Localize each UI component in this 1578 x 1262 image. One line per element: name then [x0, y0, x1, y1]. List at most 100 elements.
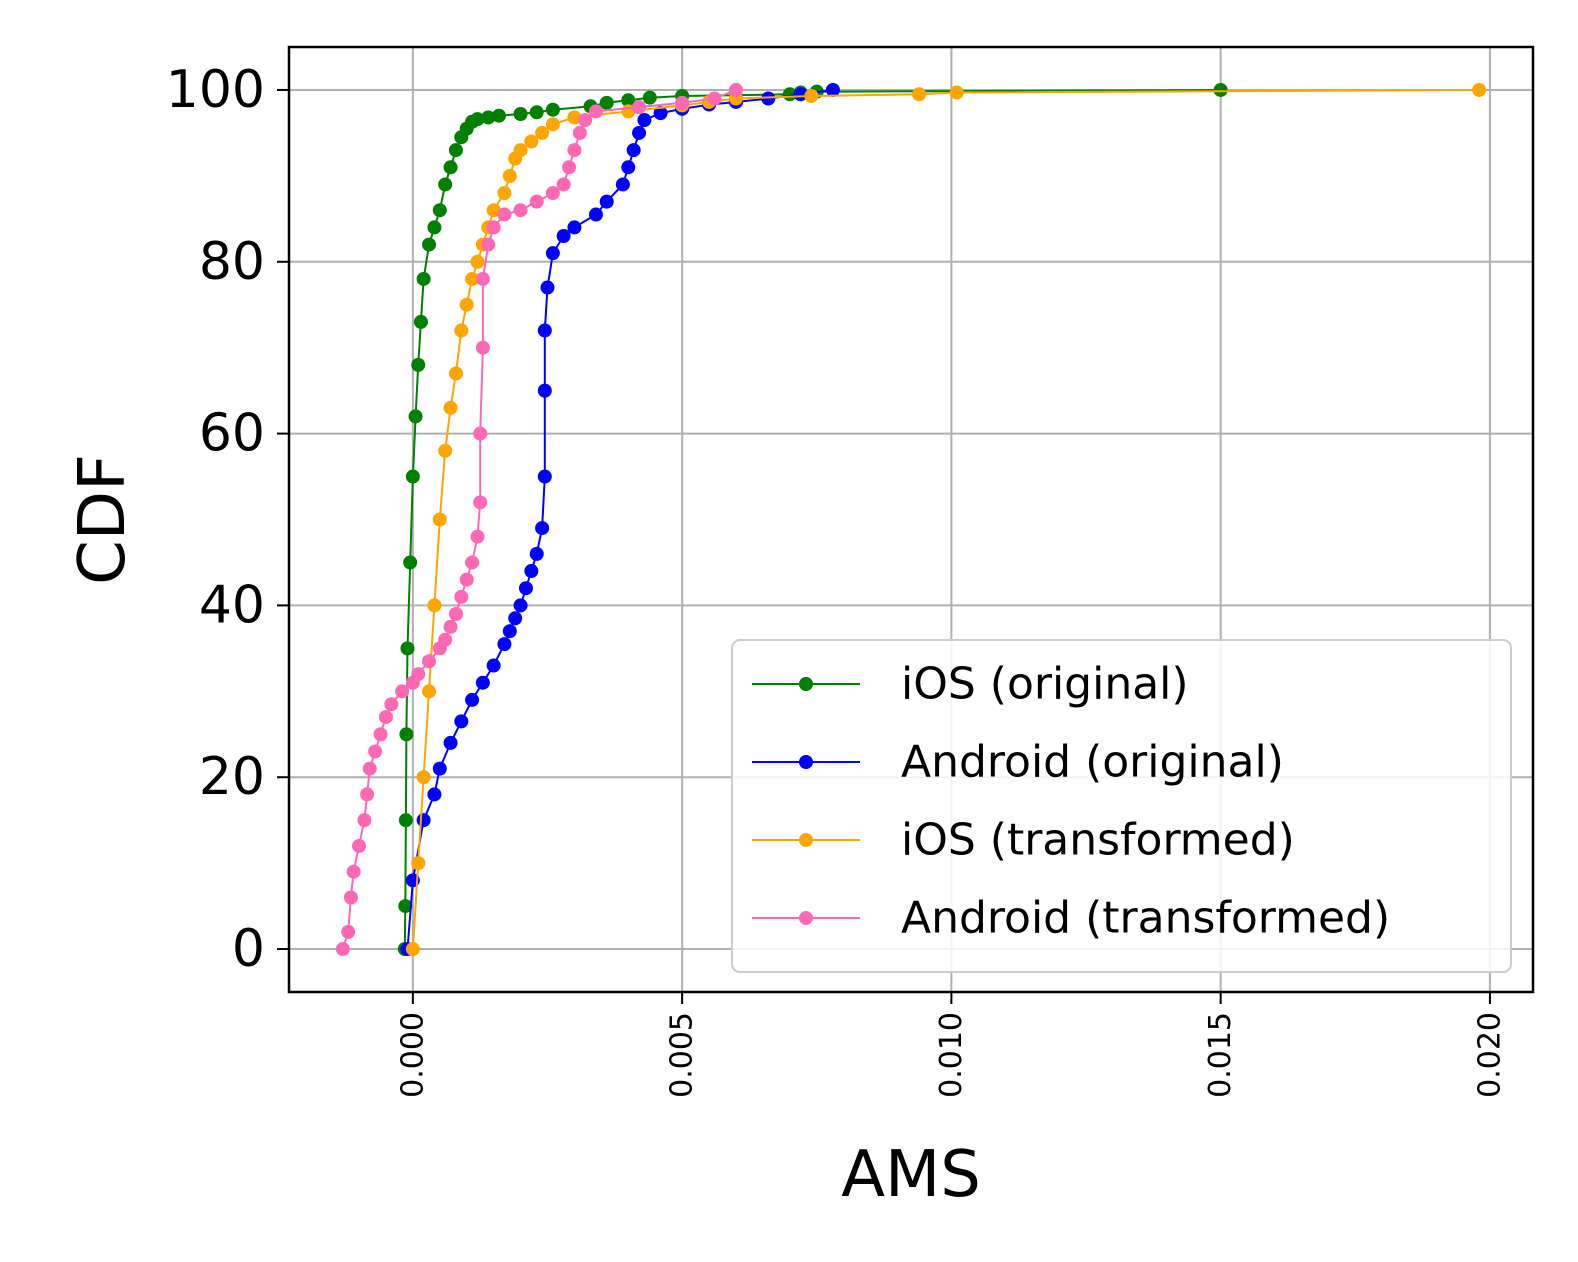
data-point [384, 697, 399, 712]
data-point [540, 280, 555, 295]
data-point [416, 770, 431, 785]
data-point [621, 93, 636, 108]
legend-item: iOS (transformed) [752, 815, 1295, 866]
data-point [632, 100, 647, 115]
data-point [599, 95, 614, 110]
data-point [825, 82, 840, 97]
data-point [473, 495, 488, 510]
data-point [1472, 82, 1487, 97]
legend-label: Android (transformed) [901, 893, 1390, 944]
series-2 [405, 82, 1487, 957]
data-point [637, 113, 652, 128]
data-point [368, 744, 383, 759]
data-point [403, 555, 418, 570]
data-point [411, 856, 426, 871]
legend-item: iOS (original) [752, 659, 1189, 710]
x-tick-label: 0.015 [1203, 1012, 1238, 1098]
data-point [475, 675, 490, 690]
data-point [470, 254, 485, 269]
data-point [642, 90, 657, 105]
data-point [413, 314, 428, 329]
x-tick-label: 0.020 [1472, 1012, 1507, 1098]
data-point [432, 761, 447, 776]
data-point [486, 203, 501, 218]
x-tick-label: 0.000 [395, 1012, 430, 1098]
data-point [556, 229, 571, 243]
data-point [443, 735, 458, 750]
data-point [537, 323, 552, 338]
data-point [335, 942, 350, 957]
data-point [567, 220, 582, 235]
data-point [470, 529, 485, 544]
y-tick-label: 40 [199, 575, 265, 635]
legend-label: iOS (original) [901, 659, 1189, 710]
data-point [502, 168, 517, 183]
data-point [405, 942, 420, 957]
data-point [427, 598, 442, 613]
y-tick-label: 100 [166, 60, 265, 120]
data-point [497, 186, 512, 201]
data-point [728, 82, 743, 97]
data-point [408, 409, 423, 424]
data-point [513, 107, 528, 122]
legend-marker [799, 911, 813, 925]
legend-label: Android (original) [901, 737, 1284, 788]
data-point [572, 125, 587, 140]
data-point [524, 564, 539, 579]
data-point [399, 727, 414, 742]
data-point [588, 207, 603, 222]
data-point [443, 160, 458, 175]
data-point [567, 110, 582, 125]
data-point [438, 632, 453, 647]
data-point [529, 546, 544, 561]
x-axis-ticks: 0.000 0.005 0.010 0.015 0.020 [395, 992, 1507, 1098]
data-point [459, 572, 474, 587]
series-layer [335, 82, 1487, 957]
data-point [621, 160, 636, 175]
legend-marker [799, 833, 813, 847]
data-point [497, 637, 512, 652]
data-point [398, 813, 413, 828]
legend-box [731, 639, 1512, 973]
data-point [486, 658, 501, 673]
y-tick-label: 80 [199, 232, 265, 292]
data-point [562, 160, 577, 175]
legend-item: Android (transformed) [752, 893, 1390, 944]
data-point [588, 104, 603, 119]
data-point [346, 864, 361, 879]
data-point [567, 143, 582, 158]
data-point [470, 112, 485, 127]
data-point [443, 400, 458, 415]
data-point [632, 125, 647, 140]
data-point [465, 555, 480, 570]
data-point [761, 91, 776, 106]
data-point [481, 237, 496, 252]
data-point [804, 88, 819, 103]
x-axis-title: AMS [841, 1138, 981, 1212]
data-point [537, 469, 552, 484]
data-point [427, 220, 442, 235]
data-point [545, 186, 560, 201]
data-point [949, 85, 964, 100]
data-point [395, 684, 410, 699]
data-point [481, 110, 496, 125]
data-point [448, 143, 463, 158]
series-0 [397, 82, 1228, 957]
x-tick-label: 0.005 [665, 1012, 700, 1098]
data-point [465, 271, 480, 286]
data-point [615, 177, 630, 192]
data-point [438, 443, 453, 458]
y-axis-title: CDF [66, 454, 140, 585]
data-point [537, 383, 552, 398]
data-point [341, 924, 356, 939]
data-point [411, 357, 426, 372]
data-point [529, 105, 544, 120]
data-point [793, 87, 808, 102]
data-point [707, 91, 722, 106]
data-point [360, 787, 375, 802]
data-point [545, 246, 560, 261]
data-point [497, 207, 512, 222]
data-point [675, 95, 690, 110]
data-point [357, 813, 372, 828]
legend-marker [799, 677, 813, 691]
